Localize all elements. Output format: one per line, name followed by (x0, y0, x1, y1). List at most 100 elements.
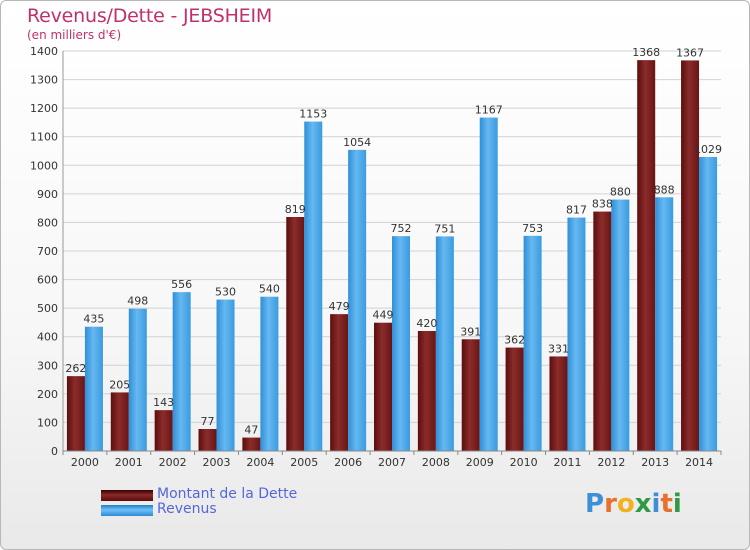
bar-revenus (655, 197, 674, 451)
x-tick-label: 2012 (597, 456, 625, 469)
bar-revenus (128, 308, 147, 451)
data-label-revenus: 751 (434, 222, 455, 235)
data-label-revenus: 752 (391, 222, 412, 235)
bar-dette (242, 437, 261, 451)
x-tick-label: 2007 (378, 456, 406, 469)
bar-dette (110, 392, 129, 451)
legend-swatch-dette (101, 490, 153, 501)
data-label-dette: 143 (153, 396, 174, 409)
data-label-revenus: 435 (83, 313, 104, 326)
bar-revenus (435, 236, 454, 451)
data-label-dette: 838 (592, 198, 613, 211)
logo-letter: i (651, 489, 661, 519)
y-tick-label: 1100 (30, 131, 58, 144)
y-tick-label: 600 (37, 274, 58, 287)
data-label-revenus: 1054 (343, 136, 371, 149)
proxiti-logo: Proxiti (585, 489, 682, 519)
data-label-revenus: 498 (127, 295, 148, 308)
data-label-dette: 819 (285, 203, 306, 216)
bar-dette (681, 60, 700, 452)
data-label-dette: 420 (416, 317, 437, 330)
x-tick-label: 2006 (334, 456, 362, 469)
bar-dette (461, 339, 480, 451)
x-tick-label: 2003 (203, 456, 231, 469)
chart-title: Revenus/Dette - JEBSHEIM (27, 5, 273, 27)
bar-dette (549, 356, 568, 451)
x-tick-label: 2010 (510, 456, 538, 469)
legend-label-revenus: Revenus (157, 501, 217, 517)
bar-dette (417, 331, 436, 451)
y-tick-label: 500 (37, 302, 58, 315)
bar-revenus (216, 299, 235, 451)
x-tick-label: 2005 (290, 456, 318, 469)
data-label-dette: 479 (329, 300, 350, 313)
data-label-revenus: 1153 (299, 108, 327, 121)
y-tick-label: 200 (37, 388, 58, 401)
data-label-dette: 391 (460, 325, 481, 338)
data-label-dette: 449 (373, 309, 394, 322)
y-tick-label: 100 (37, 416, 58, 429)
legend-swatch-revenus (101, 505, 153, 516)
bar-revenus (392, 236, 410, 451)
y-tick-label: 900 (37, 188, 58, 201)
y-tick-label: 700 (37, 245, 58, 258)
bar-dette (198, 429, 217, 451)
bar-dette (154, 410, 173, 451)
y-tick-label: 1300 (30, 74, 58, 87)
logo-letter: x (634, 489, 652, 519)
x-tick-label: 2001 (115, 456, 143, 469)
data-label-dette: 47 (244, 424, 258, 437)
logo-letter: P (585, 489, 605, 519)
data-label-revenus: 540 (259, 283, 280, 296)
bar-dette (637, 60, 656, 452)
bar-revenus (611, 199, 630, 451)
logo-letter: t (660, 489, 673, 519)
bar-revenus (260, 296, 279, 451)
y-tick-label: 300 (37, 359, 58, 372)
data-label-revenus: 530 (215, 286, 236, 299)
y-tick-label: 0 (51, 445, 58, 458)
y-tick-label: 800 (37, 216, 58, 229)
bar-dette (505, 347, 524, 451)
data-label-dette: 331 (548, 342, 569, 355)
bar-revenus (348, 149, 367, 451)
bar-revenus (304, 121, 323, 452)
y-tick-label: 1400 (30, 45, 58, 58)
x-tick-label: 2013 (641, 456, 669, 469)
bar-revenus (523, 235, 542, 451)
bar-dette (374, 322, 392, 451)
logo-letter: i (672, 489, 682, 519)
data-label-dette: 1368 (632, 46, 660, 59)
data-label-revenus: 880 (610, 186, 631, 199)
bar-revenus (84, 326, 103, 451)
x-tick-label: 2002 (159, 456, 187, 469)
y-tick-label: 1200 (30, 102, 58, 115)
bar-revenus (479, 117, 498, 452)
logo-letter: r (604, 489, 617, 519)
bar-revenus (567, 217, 586, 451)
data-label-dette: 205 (109, 378, 130, 391)
x-tick-label: 2011 (553, 456, 581, 469)
x-tick-label: 2014 (685, 456, 713, 469)
data-label-dette: 362 (504, 334, 525, 347)
bar-revenus (172, 292, 191, 451)
data-label-dette: 77 (201, 415, 215, 428)
bar-dette (286, 217, 305, 451)
chart-subtitle: (en milliers d'€) (27, 28, 122, 42)
data-label-dette: 262 (65, 362, 86, 375)
x-tick-label: 2009 (466, 456, 494, 469)
data-label-revenus: 888 (654, 183, 675, 196)
data-label-revenus: 556 (171, 278, 192, 291)
logo-letter: o (616, 489, 635, 519)
data-label-revenus: 1167 (475, 104, 503, 117)
x-tick-label: 2004 (246, 456, 274, 469)
bar-revenus (699, 157, 718, 451)
x-tick-label: 2008 (422, 456, 450, 469)
y-tick-label: 400 (37, 331, 58, 344)
bar-dette (593, 211, 612, 451)
data-label-revenus: 817 (566, 204, 587, 217)
data-label-revenus: 1029 (694, 143, 722, 156)
y-tick-label: 1000 (30, 159, 58, 172)
